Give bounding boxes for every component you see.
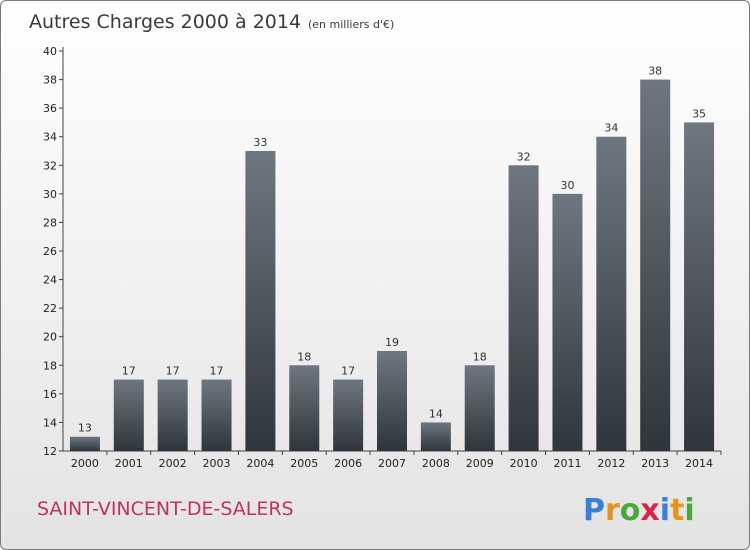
y-tick-label: 34 [43, 131, 57, 144]
x-tick-label: 2001 [115, 457, 143, 470]
x-tick-label: 2010 [510, 457, 538, 470]
chart-title: Autres Charges 2000 à 2014 [29, 11, 301, 33]
bars [69, 79, 715, 452]
bar [377, 351, 407, 451]
logo-letter: o [620, 493, 641, 528]
data-label: 17 [122, 365, 136, 378]
bar [464, 365, 495, 451]
data-label: 30 [560, 179, 574, 192]
data-label: 33 [253, 136, 267, 149]
bar [69, 436, 100, 451]
logo-letter: x [640, 493, 659, 528]
proxiti-logo: Proxiti [583, 493, 695, 528]
x-tick-label: 2012 [597, 457, 625, 470]
data-labels: 13 17 17 17 33 18 17 19 14 18 32 30 34 38 35 [78, 65, 706, 435]
bar [596, 136, 627, 451]
data-label: 38 [648, 65, 662, 78]
logo-letter: i [684, 493, 694, 528]
bar [113, 379, 144, 451]
bar [684, 122, 715, 451]
data-label: 19 [385, 336, 399, 349]
x-tick-label: 2005 [290, 457, 318, 470]
logo-letter: t [670, 493, 684, 528]
data-label: 17 [341, 365, 355, 378]
y-tick-label: 28 [43, 216, 57, 229]
data-label: 34 [604, 122, 618, 135]
x-tick-label: 2004 [246, 457, 274, 470]
data-label: 35 [692, 107, 706, 120]
bar [420, 422, 451, 451]
bar [333, 379, 364, 451]
y-tick-label: 16 [43, 388, 57, 401]
logo-letter: r [605, 493, 620, 528]
bar [640, 79, 671, 452]
x-tick-label: 2007 [378, 457, 406, 470]
data-label: 13 [78, 422, 92, 435]
y-tick-label: 24 [43, 274, 57, 287]
data-label: 18 [297, 350, 311, 363]
place-name: SAINT-VINCENT-DE-SALERS [37, 498, 294, 520]
y-tick-label: 38 [43, 74, 57, 87]
y-tick-label: 22 [43, 302, 57, 315]
x-tick-label: 2014 [685, 457, 713, 470]
y-tick-label: 26 [43, 245, 57, 258]
data-label: 32 [517, 150, 531, 163]
data-label: 17 [166, 365, 180, 378]
x-tick-label: 2011 [553, 457, 581, 470]
x-tick-label: 2003 [203, 457, 231, 470]
bar [552, 193, 583, 451]
y-tick-label: 36 [43, 102, 57, 115]
x-tick-label: 2008 [422, 457, 450, 470]
data-label: 18 [473, 350, 487, 363]
bar [289, 365, 320, 451]
y-tick-label: 14 [43, 416, 57, 429]
y-tick-label: 40 [43, 45, 57, 58]
y-axis-ticks: 12 14 16 18 20 22 24 26 28 30 32 34 36 38 40 [43, 45, 63, 458]
bar [201, 379, 232, 451]
bar [245, 151, 276, 451]
y-tick-label: 18 [43, 359, 57, 372]
y-tick-label: 12 [43, 445, 57, 458]
y-tick-label: 30 [43, 188, 57, 201]
x-axis-ticks: 2000 2001 2002 2003 2004 2005 2006 2007 2008 2009… [71, 451, 722, 470]
x-tick-label: 2009 [466, 457, 494, 470]
bar [157, 379, 188, 451]
y-tick-label: 20 [43, 331, 57, 344]
logo-letter: i [660, 493, 670, 528]
data-label: 17 [210, 365, 224, 378]
data-label: 14 [429, 407, 443, 420]
logo-letter: P [583, 493, 605, 528]
x-tick-label: 2002 [159, 457, 187, 470]
bar [508, 165, 539, 452]
x-tick-label: 2000 [71, 457, 99, 470]
chart-subtitle: (en milliers d'€) [308, 18, 394, 31]
x-tick-label: 2013 [641, 457, 669, 470]
y-tick-label: 32 [43, 159, 57, 172]
x-tick-label: 2006 [334, 457, 362, 470]
